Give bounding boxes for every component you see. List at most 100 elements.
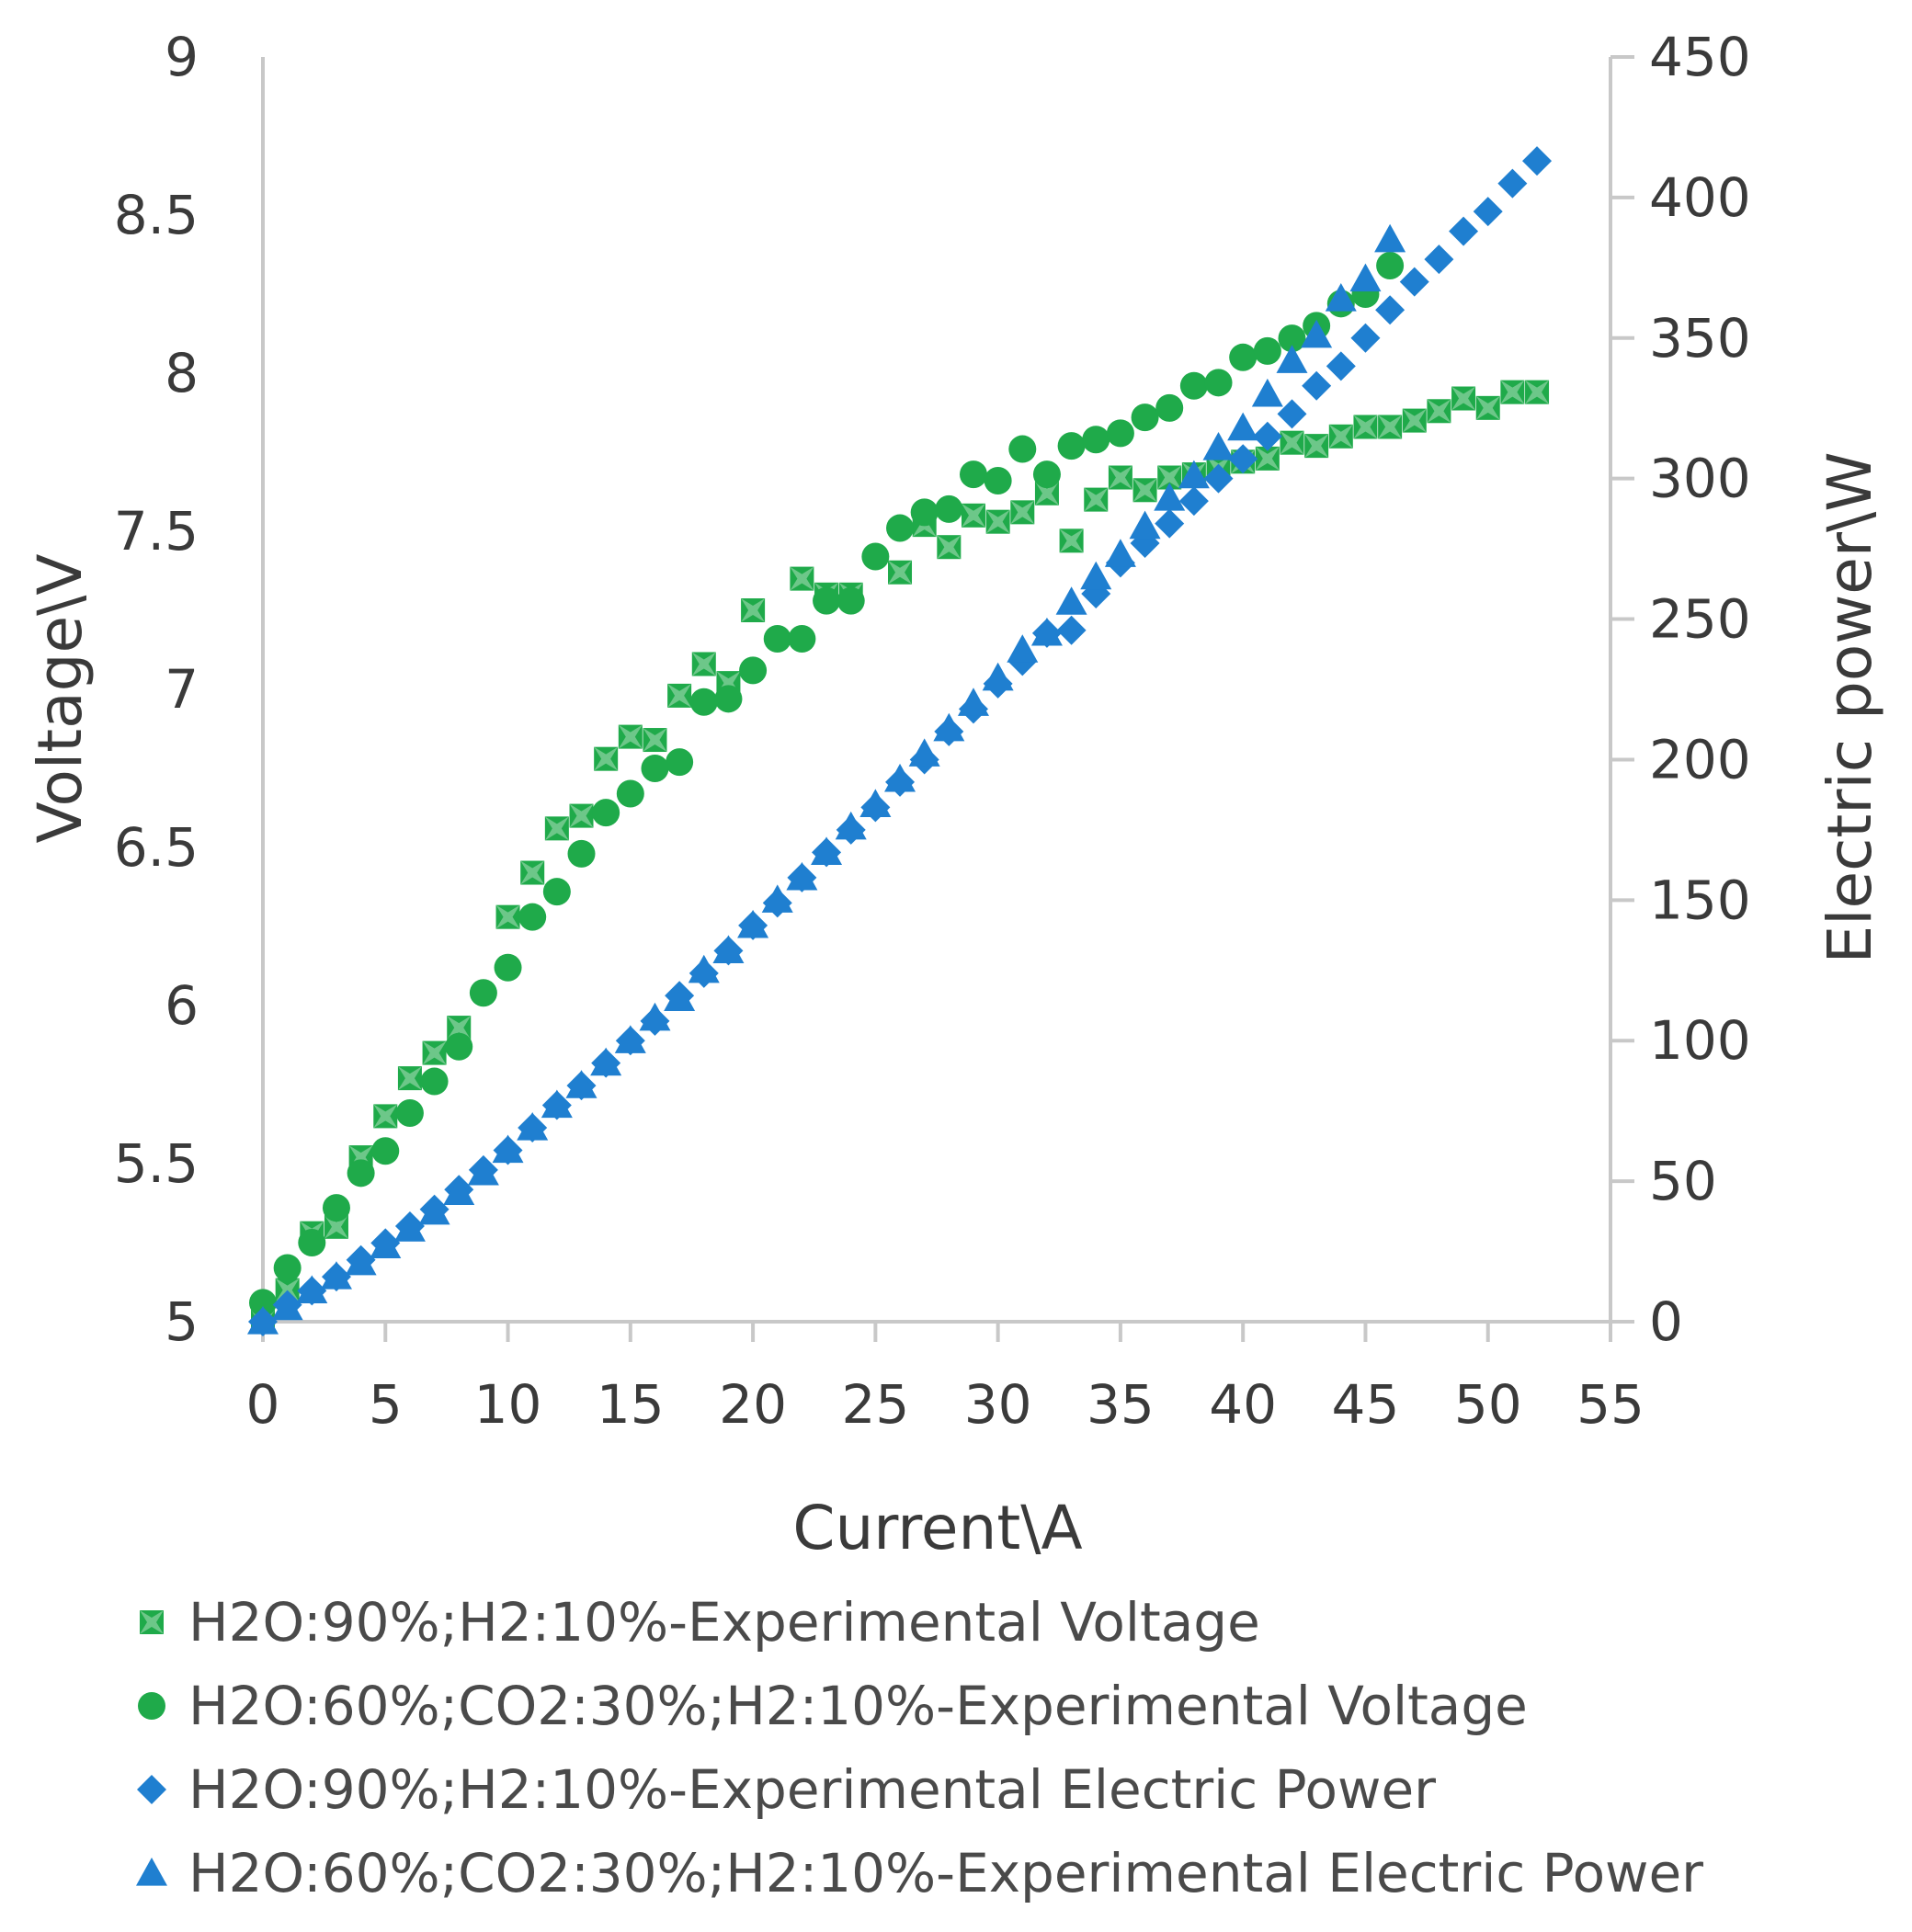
data-point — [1326, 351, 1356, 381]
star-marker-highlight — [1328, 424, 1353, 449]
data-point — [1497, 168, 1528, 199]
star-marker-body — [1451, 386, 1476, 411]
data-point — [1302, 370, 1332, 401]
data-point — [786, 861, 818, 891]
legend-entry: H2O:60%;CO2:30%;H2:10%-Experimental Volt… — [188, 1675, 1528, 1737]
legend-marker — [137, 1775, 166, 1804]
star-marker-highlight — [1084, 487, 1109, 512]
star-marker-highlight — [520, 860, 545, 885]
data-point — [395, 1098, 424, 1127]
data-point — [1304, 434, 1329, 459]
axes — [261, 55, 1634, 1342]
data-point — [594, 746, 619, 771]
series-diamond — [248, 146, 1553, 1336]
data-point — [592, 799, 620, 827]
star-marker-highlight — [985, 509, 1010, 534]
data-point — [614, 1025, 646, 1053]
star-marker-highlight — [961, 503, 985, 528]
data-point — [1427, 399, 1451, 424]
data-point — [1473, 197, 1503, 227]
data-point — [741, 598, 766, 622]
data-point — [1278, 324, 1306, 353]
data-point — [1399, 267, 1429, 297]
data-point — [666, 748, 694, 777]
data-point — [1155, 393, 1184, 422]
star-marker-highlight — [1280, 430, 1304, 455]
data-point — [790, 566, 814, 591]
data-point — [933, 712, 965, 742]
star-marker-body — [961, 503, 985, 528]
data-point — [667, 683, 692, 708]
data-point — [494, 953, 522, 982]
star-marker-body — [618, 724, 643, 749]
y2-tick-label: 0 — [1649, 1290, 1683, 1353]
y-tick-label: 9 — [165, 26, 199, 88]
data-point — [443, 1176, 475, 1205]
star-marker-body — [1108, 465, 1132, 490]
legend-entry: H2O:90%;H2:10%-Experimental Electric Pow… — [188, 1758, 1436, 1821]
y-tick-label: 5 — [165, 1290, 199, 1353]
y2-tick-label: 100 — [1649, 1009, 1751, 1072]
star-marker-body — [1378, 415, 1403, 439]
star-marker-body — [1500, 380, 1525, 404]
x-tick-label: 35 — [1087, 1373, 1155, 1436]
data-point — [445, 1032, 473, 1061]
star-marker-highlight — [1059, 528, 1084, 553]
data-point — [1202, 432, 1235, 460]
data-point — [495, 904, 520, 929]
x-tick-label: 15 — [597, 1373, 665, 1436]
star-marker-highlight — [667, 683, 692, 708]
data-point — [517, 1112, 549, 1141]
data-point — [298, 1229, 326, 1256]
data-point — [469, 979, 497, 1007]
data-point — [1106, 419, 1134, 448]
data-point — [518, 903, 547, 931]
star-marker-highlight — [447, 1016, 472, 1040]
data-point — [835, 811, 867, 840]
star-marker-highlight — [569, 803, 594, 828]
star-marker-highlight — [594, 746, 619, 771]
data-point — [322, 1194, 350, 1222]
y-tick-label: 7 — [165, 658, 199, 721]
y2-tick-label: 150 — [1649, 869, 1751, 931]
data-point — [1131, 403, 1159, 432]
data-point — [1328, 424, 1353, 449]
data-point — [1059, 528, 1084, 553]
data-point — [761, 884, 793, 913]
star-marker-highlight — [741, 598, 766, 622]
star-marker-highlight — [1353, 415, 1378, 439]
y-axis-title: Voltage\V — [25, 554, 96, 844]
star-marker-highlight — [397, 1066, 422, 1091]
data-point — [1227, 412, 1259, 441]
star-marker-body — [741, 598, 766, 622]
star-marker-highlight — [1034, 481, 1059, 506]
y-tick-label: 6.5 — [114, 816, 199, 879]
tick-labels: 55.566.577.588.5905010015020025030035040… — [114, 26, 1751, 1436]
x-tick-label: 25 — [841, 1373, 909, 1436]
y-tick-label: 7.5 — [114, 500, 199, 563]
data-point — [1277, 399, 1307, 429]
data-point — [985, 509, 1010, 534]
data-point — [1178, 460, 1210, 489]
data-point — [569, 803, 594, 828]
data-point — [618, 724, 643, 749]
data-point — [544, 816, 569, 841]
data-point — [590, 1047, 622, 1076]
data-point — [961, 503, 985, 528]
star-marker-highlight — [373, 1104, 398, 1129]
star-marker-highlight — [422, 1040, 447, 1065]
star-marker-highlight — [1451, 386, 1476, 411]
y2-tick-label: 200 — [1649, 728, 1751, 790]
star-marker-highlight — [790, 566, 814, 591]
data-point — [422, 1040, 447, 1065]
data-point — [664, 983, 696, 1011]
series-circle — [249, 252, 1405, 1317]
star-marker-highlight — [140, 1610, 164, 1634]
data-point — [908, 738, 940, 767]
data-point — [1007, 634, 1039, 663]
y2-tick-label: 250 — [1649, 588, 1751, 651]
x-tick-label: 5 — [369, 1373, 403, 1436]
star-marker-highlight — [1427, 399, 1451, 424]
data-point — [888, 560, 913, 585]
data-point — [935, 494, 963, 523]
